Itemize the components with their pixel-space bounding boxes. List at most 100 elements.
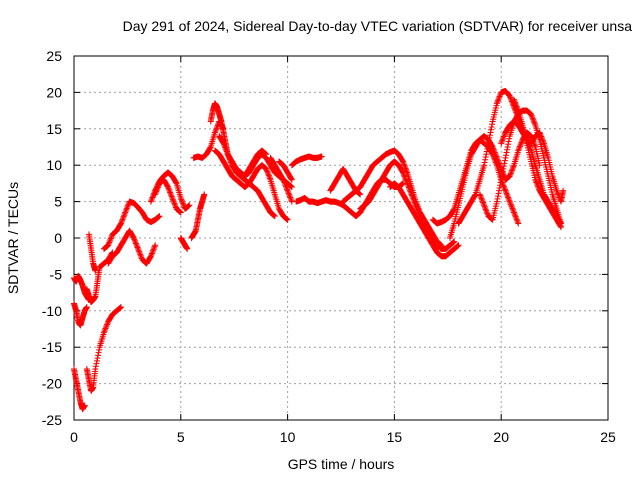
data-point — [496, 187, 503, 194]
data-point — [535, 183, 542, 190]
data-point — [122, 209, 129, 216]
data-point — [484, 145, 491, 152]
data-point — [487, 129, 494, 136]
data-point — [501, 186, 508, 193]
data-points — [71, 87, 567, 413]
data-point — [485, 140, 492, 147]
data-point — [154, 185, 161, 192]
data-point — [514, 104, 521, 111]
data-point — [500, 133, 507, 140]
data-point — [503, 149, 510, 156]
data-point — [477, 192, 484, 199]
data-point — [518, 139, 525, 146]
data-point — [282, 183, 289, 190]
data-point — [488, 126, 495, 133]
data-point — [147, 198, 154, 205]
data-point — [496, 94, 503, 101]
data-point — [130, 235, 137, 241]
data-point — [177, 194, 184, 201]
data-point — [479, 198, 486, 205]
data-point — [495, 96, 502, 103]
data-point — [482, 206, 489, 213]
data-point — [134, 244, 141, 251]
data-point — [489, 121, 496, 128]
data-point — [509, 206, 516, 213]
data-point — [495, 190, 502, 197]
data-point — [167, 189, 174, 196]
data-point — [152, 191, 159, 198]
data-point — [95, 349, 102, 356]
data-point — [558, 224, 565, 231]
data-point — [503, 152, 510, 159]
data-point — [407, 189, 414, 196]
data-point — [536, 129, 543, 136]
data-point — [500, 183, 507, 190]
series-arc-b — [71, 300, 90, 329]
series-arc-q — [233, 169, 278, 220]
data-point — [530, 116, 537, 123]
data-point — [104, 321, 111, 328]
data-point — [178, 196, 185, 203]
data-point — [553, 187, 560, 194]
data-point — [509, 205, 516, 212]
data-point — [401, 162, 408, 169]
data-point — [107, 236, 114, 243]
data-point — [494, 157, 501, 164]
y-tick-label: -25 — [42, 412, 62, 428]
data-point — [263, 165, 270, 172]
data-point — [482, 154, 489, 161]
data-point — [538, 133, 545, 140]
data-point — [180, 201, 187, 208]
data-point — [539, 136, 546, 143]
data-point — [107, 235, 114, 242]
data-point — [529, 115, 536, 122]
y-tick-label: 5 — [54, 194, 62, 210]
data-point — [554, 189, 561, 196]
data-point — [213, 126, 220, 133]
data-point — [101, 326, 108, 333]
series-arc-r — [267, 154, 295, 205]
data-point — [122, 208, 129, 215]
data-point — [504, 146, 511, 153]
data-point — [414, 206, 421, 213]
data-point — [123, 205, 130, 212]
x-axis-label: GPS time / hours — [287, 456, 395, 472]
data-point — [118, 219, 125, 226]
data-point — [117, 304, 124, 311]
data-point — [400, 159, 407, 166]
data-point — [494, 156, 501, 163]
series-arc-y — [387, 180, 462, 260]
data-point — [166, 186, 173, 193]
data-point — [222, 145, 229, 152]
data-point — [134, 243, 141, 250]
data-point — [498, 174, 505, 181]
data-point — [501, 157, 508, 164]
data-point — [136, 248, 143, 255]
data-point — [103, 324, 110, 331]
data-point — [531, 142, 538, 149]
data-point — [531, 120, 538, 127]
data-point — [516, 144, 523, 151]
data-point — [105, 240, 112, 247]
data-point — [496, 160, 503, 167]
y-tick-label: -20 — [42, 376, 62, 392]
data-point — [404, 181, 411, 188]
data-point — [93, 360, 100, 367]
series-arc-d — [83, 304, 124, 394]
data-point — [507, 95, 514, 102]
data-point — [455, 242, 462, 249]
data-point — [535, 184, 542, 191]
data-point — [153, 188, 160, 195]
data-point — [81, 402, 88, 409]
data-point — [506, 135, 513, 142]
data-point — [186, 202, 193, 209]
data-point — [402, 174, 409, 181]
data-point — [281, 180, 288, 187]
data-point — [402, 176, 409, 183]
data-point — [488, 123, 495, 130]
data-point — [506, 197, 513, 204]
chart-title: Day 291 of 2024, Sidereal Day-to-day VTE… — [122, 18, 632, 34]
data-point — [179, 200, 186, 207]
data-point — [497, 164, 504, 171]
